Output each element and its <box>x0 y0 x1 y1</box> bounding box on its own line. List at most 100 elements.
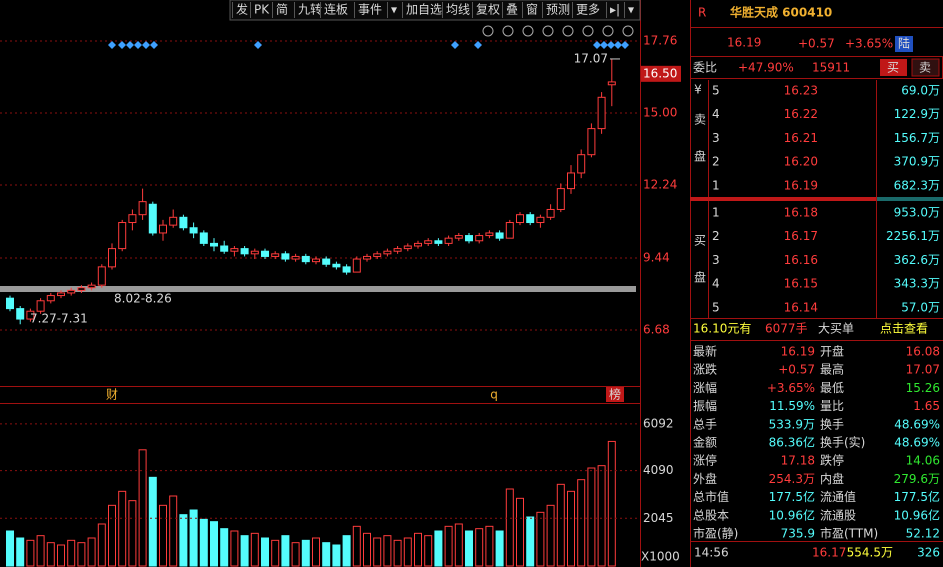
sell-button[interactable] <box>911 58 940 77</box>
event-marker[interactable] <box>621 41 629 49</box>
range-label: 7.27-7.31 <box>30 312 88 326</box>
event-badge <box>606 387 624 402</box>
toolbar-button[interactable]: PK <box>254 3 270 17</box>
candle-body <box>434 240 443 244</box>
tick-price: 16.17 <box>812 546 846 560</box>
toolbar-button[interactable]: ▾ <box>391 3 397 17</box>
buy-button[interactable] <box>880 59 907 76</box>
toolbar-button[interactable]: ▾ <box>628 3 634 17</box>
stat-value: 279.6万 <box>894 472 940 486</box>
volume-bar <box>373 537 382 567</box>
volume-tick-label: 2045 <box>643 511 674 525</box>
toolbar-button[interactable]: 预测 <box>546 3 570 17</box>
chart-tool-icon[interactable] <box>542 25 554 37</box>
volume-bar <box>465 530 473 567</box>
toolbar-button[interactable]: 窗 <box>526 3 538 17</box>
book-level: 4 <box>712 107 720 121</box>
volume-bar <box>281 535 290 567</box>
weicha-value: 15911 <box>812 61 850 75</box>
volume-bar <box>220 528 229 567</box>
event-marker[interactable] <box>108 41 116 49</box>
sell-button-label[interactable]: 卖 <box>919 61 931 75</box>
chart-tool-icon[interactable] <box>582 25 594 37</box>
book-price: 16.15 <box>784 277 818 291</box>
stat-label: 金额 <box>693 435 717 450</box>
event-marker[interactable] <box>142 41 150 49</box>
event-marker[interactable] <box>451 41 459 49</box>
candle-body <box>526 214 535 224</box>
toolbar-button[interactable]: 复权 <box>476 3 500 17</box>
currency-mark: ¥ <box>694 83 702 97</box>
volume-bar <box>179 514 188 567</box>
candle-body <box>332 263 341 268</box>
volume-bar <box>16 537 25 567</box>
volume-bar <box>352 525 361 567</box>
chart-tool-icon[interactable] <box>562 25 574 37</box>
volume-bar <box>67 539 76 567</box>
price-change: +0.57 <box>798 37 835 51</box>
chart-tool-icon[interactable] <box>522 25 534 37</box>
book-price: 16.17 <box>784 229 818 243</box>
stat-label: 流通值 <box>820 489 856 504</box>
stat-value: 10.96亿 <box>894 507 940 522</box>
stat-label: 市盈(TTM) <box>820 526 878 541</box>
volume-bar <box>148 476 157 567</box>
event-mark[interactable]: 财 <box>106 388 118 402</box>
book-level: 4 <box>712 277 720 291</box>
event-marker[interactable] <box>134 41 142 49</box>
event-marker[interactable] <box>150 41 158 49</box>
event-marker[interactable] <box>118 41 126 49</box>
book-volume: 57.0万 <box>901 300 940 314</box>
event-marker[interactable] <box>254 41 262 49</box>
toolbar-button[interactable]: 发 <box>236 2 248 17</box>
toolbar-button[interactable]: ▸| <box>610 3 620 17</box>
stat-label: 总股本 <box>693 508 729 522</box>
toolbar-button[interactable]: 更多 <box>576 3 600 17</box>
toolbar-button[interactable]: 加自选 <box>406 3 442 17</box>
stat-value: 17.18 <box>781 454 815 468</box>
exchange-badge <box>895 36 913 52</box>
toolbar-button[interactable]: 均线 <box>446 3 470 17</box>
buy-button-label[interactable]: 买 <box>887 61 899 75</box>
stat-value: 735.9 <box>781 527 815 541</box>
event-marker[interactable] <box>593 41 601 49</box>
volume-bar <box>485 525 494 567</box>
volume-bar <box>169 495 178 567</box>
tick-count: 326 <box>917 546 940 560</box>
candle-body <box>403 245 412 250</box>
book-level: 3 <box>712 131 720 145</box>
candle-body <box>220 245 229 252</box>
book-volume: 69.0万 <box>901 84 940 98</box>
stat-label: 换手(实) <box>820 435 865 450</box>
chart-tool-icon[interactable] <box>602 25 614 37</box>
toolbar <box>229 0 641 21</box>
candle-body <box>424 240 433 244</box>
stat-label: 换手 <box>820 417 844 431</box>
chart-tool-icon[interactable] <box>482 25 494 37</box>
event-marker[interactable] <box>614 41 622 49</box>
volume-bar <box>597 465 606 567</box>
chart-tool-icon[interactable] <box>622 25 634 37</box>
stat-label: 外盘 <box>693 471 717 486</box>
toolbar-button[interactable]: 连板 <box>324 2 348 17</box>
event-mark[interactable]: q <box>490 388 498 402</box>
toolbar-button[interactable]: 叠 <box>506 3 518 17</box>
toolbar-button[interactable]: 简 <box>276 3 288 17</box>
big-order-text[interactable]: 点击查看 <box>880 322 928 336</box>
stat-value: 10.96亿 <box>769 507 815 522</box>
event-marker[interactable] <box>474 41 482 49</box>
stat-label: 跌停 <box>820 453 844 468</box>
event-marker[interactable] <box>600 41 608 49</box>
stat-value: 14.06 <box>906 454 940 468</box>
volume-bar <box>77 542 86 567</box>
book-level: 1 <box>712 178 720 192</box>
candle-body <box>36 300 45 312</box>
event-mark[interactable]: 榜 <box>609 387 621 402</box>
volume-bar <box>271 539 280 567</box>
volume-bar <box>312 537 320 567</box>
chart-tool-icon[interactable] <box>502 25 514 37</box>
event-marker[interactable] <box>126 41 134 49</box>
toolbar-button[interactable]: 事件 <box>358 3 382 17</box>
toolbar-button[interactable]: 九转 <box>298 2 322 17</box>
event-marker[interactable] <box>607 41 615 49</box>
